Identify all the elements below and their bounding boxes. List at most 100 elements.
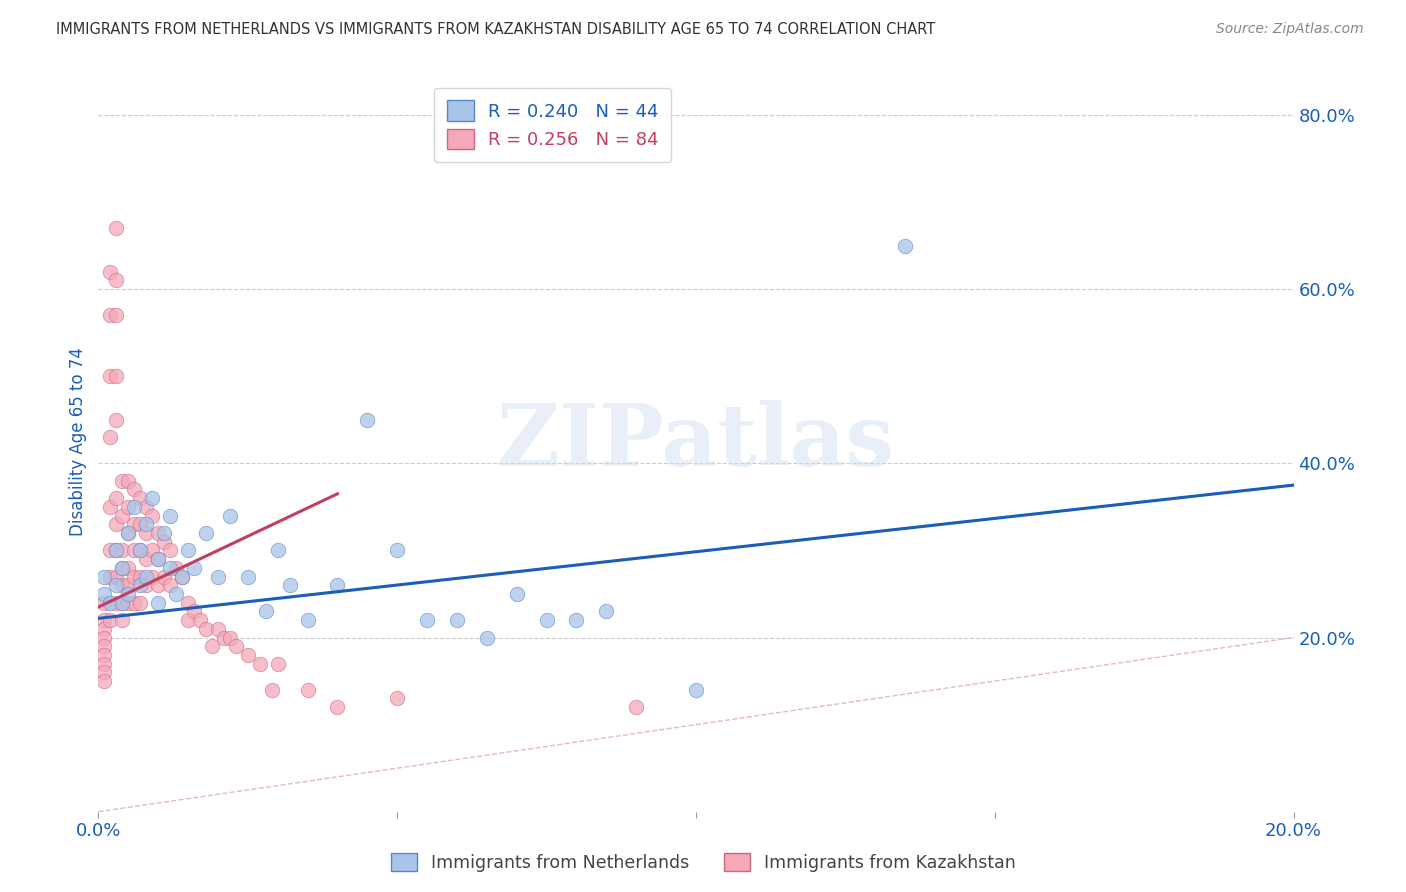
Point bbox=[254, 604, 277, 618]
Point bbox=[93, 674, 115, 689]
Point bbox=[297, 682, 319, 697]
Point bbox=[124, 596, 146, 610]
Point bbox=[153, 534, 176, 549]
Point bbox=[225, 639, 247, 653]
Point bbox=[446, 613, 468, 627]
Point bbox=[105, 578, 128, 592]
Point bbox=[117, 500, 139, 514]
Point bbox=[111, 508, 134, 523]
Point bbox=[141, 543, 163, 558]
Point bbox=[93, 665, 115, 680]
Point bbox=[685, 682, 707, 697]
Point bbox=[506, 587, 529, 601]
Text: Source: ZipAtlas.com: Source: ZipAtlas.com bbox=[1216, 22, 1364, 37]
Point bbox=[195, 622, 218, 636]
Point bbox=[111, 596, 134, 610]
Point bbox=[117, 596, 139, 610]
Point bbox=[129, 543, 152, 558]
Point bbox=[207, 569, 229, 583]
Point bbox=[124, 500, 146, 514]
Point bbox=[111, 613, 134, 627]
Point bbox=[536, 613, 558, 627]
Point bbox=[117, 526, 139, 541]
Point bbox=[565, 613, 588, 627]
Point bbox=[141, 508, 163, 523]
Point bbox=[148, 526, 170, 541]
Point bbox=[326, 578, 349, 592]
Legend: Immigrants from Netherlands, Immigrants from Kazakhstan: Immigrants from Netherlands, Immigrants … bbox=[384, 847, 1022, 879]
Point bbox=[267, 657, 290, 671]
Point bbox=[129, 491, 152, 505]
Point bbox=[129, 543, 152, 558]
Point bbox=[93, 596, 115, 610]
Point bbox=[165, 561, 187, 575]
Point bbox=[93, 613, 115, 627]
Point bbox=[98, 369, 122, 384]
Point bbox=[141, 569, 163, 583]
Point bbox=[148, 578, 170, 592]
Point bbox=[105, 308, 128, 322]
Point bbox=[111, 543, 134, 558]
Point bbox=[93, 569, 115, 583]
Point bbox=[111, 561, 134, 575]
Point bbox=[98, 265, 122, 279]
Point bbox=[93, 657, 115, 671]
Point bbox=[105, 517, 128, 532]
Point bbox=[219, 508, 242, 523]
Point bbox=[105, 273, 128, 287]
Point bbox=[177, 596, 200, 610]
Point bbox=[117, 587, 139, 601]
Point bbox=[135, 526, 157, 541]
Point bbox=[201, 639, 224, 653]
Point bbox=[626, 700, 648, 714]
Point bbox=[212, 631, 235, 645]
Point bbox=[356, 413, 378, 427]
Point bbox=[117, 474, 139, 488]
Point bbox=[135, 500, 157, 514]
Legend: R = 0.240   N = 44, R = 0.256   N = 84: R = 0.240 N = 44, R = 0.256 N = 84 bbox=[434, 87, 671, 162]
Point bbox=[195, 526, 218, 541]
Point bbox=[93, 587, 115, 601]
Point bbox=[111, 561, 134, 575]
Point bbox=[207, 622, 229, 636]
Point bbox=[98, 430, 122, 444]
Point bbox=[105, 596, 128, 610]
Point bbox=[159, 578, 181, 592]
Y-axis label: Disability Age 65 to 74: Disability Age 65 to 74 bbox=[69, 347, 87, 536]
Point bbox=[105, 543, 128, 558]
Point bbox=[105, 369, 128, 384]
Point bbox=[326, 700, 349, 714]
Point bbox=[111, 474, 134, 488]
Point bbox=[188, 613, 211, 627]
Point bbox=[385, 543, 409, 558]
Point bbox=[475, 631, 498, 645]
Point bbox=[894, 238, 917, 252]
Point bbox=[172, 569, 194, 583]
Point bbox=[135, 517, 157, 532]
Point bbox=[153, 526, 176, 541]
Point bbox=[117, 561, 139, 575]
Point bbox=[117, 578, 139, 592]
Text: IMMIGRANTS FROM NETHERLANDS VS IMMIGRANTS FROM KAZAKHSTAN DISABILITY AGE 65 TO 7: IMMIGRANTS FROM NETHERLANDS VS IMMIGRANT… bbox=[56, 22, 935, 37]
Point bbox=[135, 578, 157, 592]
Point bbox=[105, 543, 128, 558]
Point bbox=[129, 596, 152, 610]
Point bbox=[129, 517, 152, 532]
Point bbox=[165, 587, 187, 601]
Point bbox=[249, 657, 271, 671]
Point bbox=[135, 569, 157, 583]
Point bbox=[111, 578, 134, 592]
Point bbox=[98, 500, 122, 514]
Point bbox=[124, 483, 146, 497]
Point bbox=[177, 543, 200, 558]
Point bbox=[129, 569, 152, 583]
Point bbox=[416, 613, 439, 627]
Point bbox=[183, 561, 205, 575]
Point bbox=[105, 221, 128, 235]
Point bbox=[159, 543, 181, 558]
Point bbox=[105, 491, 128, 505]
Point bbox=[111, 596, 134, 610]
Point bbox=[93, 639, 115, 653]
Point bbox=[148, 596, 170, 610]
Point bbox=[278, 578, 301, 592]
